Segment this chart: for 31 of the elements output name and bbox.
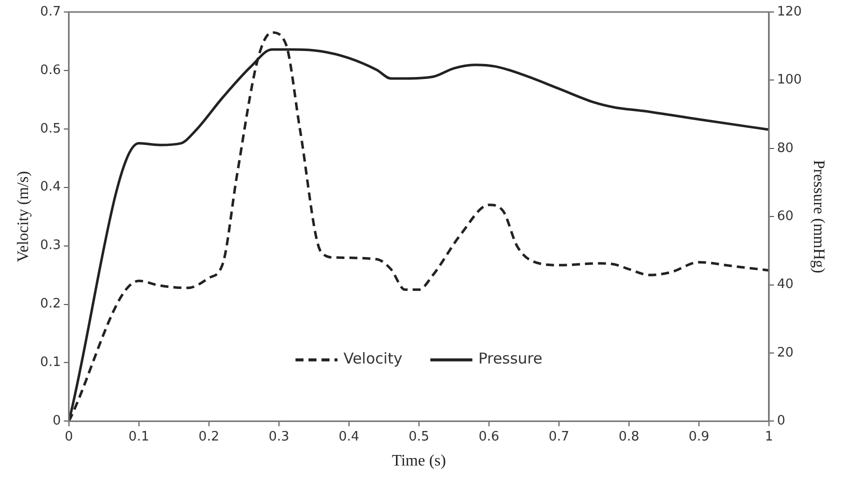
legend-label: Pressure <box>478 350 542 368</box>
legend-label: Velocity <box>343 350 402 368</box>
x-tick-label: 0.5 <box>408 429 430 444</box>
x-tick-label: 1 <box>764 429 774 444</box>
y2-tick-label: 0 <box>776 414 786 429</box>
x-tick-label: 0.7 <box>548 429 570 444</box>
x-tick-label: 0.2 <box>198 429 220 444</box>
y-tick-label: 0.5 <box>40 121 61 136</box>
x-tick-label: 0.3 <box>268 429 290 444</box>
y2-tick-label: 120 <box>776 4 802 20</box>
x-tick-label: 0.6 <box>478 429 500 444</box>
y-tick-label: 0.4 <box>40 180 61 195</box>
x-tick-label: 0 <box>64 429 74 444</box>
y-tick-label: 0.3 <box>40 238 61 254</box>
x-axis-title: Time (s) <box>392 452 446 470</box>
x-tick-label: 0.4 <box>338 429 360 444</box>
y2-tick-label: 20 <box>776 345 794 360</box>
x-tick-label: 0.8 <box>618 429 640 444</box>
y2-tick-label: 100 <box>776 72 802 88</box>
y2-tick-label: 40 <box>776 277 794 292</box>
y-tick-label: 0.2 <box>40 296 61 312</box>
y-axis-title: Velocity (m/s) <box>14 171 32 262</box>
x-tick-label: 0.1 <box>128 429 150 444</box>
y-tick-label: 0.7 <box>40 4 61 20</box>
y2-axis-title: Pressure (mmHg) <box>810 160 828 274</box>
y-tick-label: 0.1 <box>40 355 61 370</box>
x-tick-label: 0.9 <box>688 429 710 444</box>
y2-tick-label: 60 <box>776 208 794 224</box>
y2-tick-label: 80 <box>776 140 794 156</box>
y-tick-label: 0.6 <box>40 62 61 78</box>
y-tick-label: 0 <box>52 414 61 429</box>
